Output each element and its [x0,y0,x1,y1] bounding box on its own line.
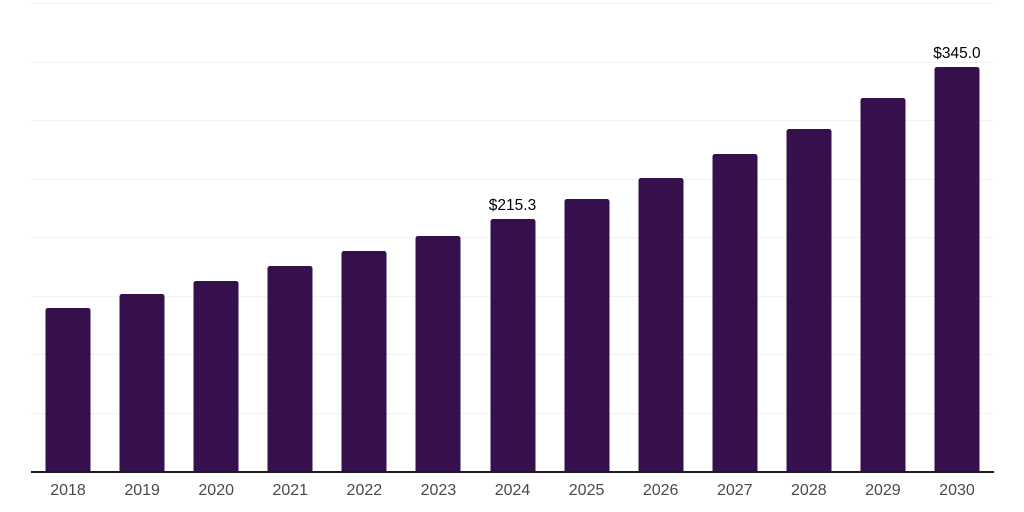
x-axis-labels: 2018 2019 2020 2021 2022 2023 2024 2025 2026 2027… [31,481,994,500]
bar-2023 [415,235,461,471]
bar-2018 [45,308,91,471]
x-tick-2019: 2019 [124,482,160,499]
plot-area: $215.3 $345.0 [31,3,994,473]
bar-2025 [564,199,610,471]
bar-label-2030: $345.0 [933,45,981,63]
bar-2024 [490,219,535,471]
bar-slot [550,3,624,471]
bar-2030 [934,67,980,471]
x-tick-2029: 2029 [865,482,901,499]
bar-2021 [267,266,313,471]
bar-2019 [119,294,165,471]
bar-2029 [860,97,906,471]
gridline [31,120,994,121]
x-tick-2023: 2023 [420,482,457,499]
bar-slot: $345.0 [920,3,994,471]
bar-slot [31,3,105,471]
bar-2027 [712,154,758,471]
bar-slot [846,3,920,471]
bar-slot: $215.3 [475,3,549,471]
gridline [31,61,994,63]
bar-slot [105,3,179,471]
gridline [31,3,994,4]
bar-2022 [341,251,387,471]
x-tick-2021: 2021 [272,482,309,499]
bar-slot [772,3,846,471]
x-tick-2022: 2022 [346,482,383,499]
bar-2028 [786,128,832,471]
bars-row: $215.3 $345.0 [31,3,994,471]
x-tick-2020: 2020 [198,482,234,499]
x-tick-2024: 2024 [494,482,531,499]
x-tick-2028: 2028 [791,482,827,499]
x-tick-2018: 2018 [50,482,86,499]
bar-slot [401,3,475,471]
x-tick-2025: 2025 [568,482,605,499]
x-tick-2027: 2027 [716,482,753,499]
bar-slot [624,3,698,471]
gridline [31,178,994,180]
bar-slot [253,3,327,471]
bar-2020 [193,281,239,471]
bar-slot [179,3,253,471]
bar-slot [698,3,772,471]
x-tick-2026: 2026 [642,482,679,499]
x-tick-2030: 2030 [939,482,975,499]
bar-slot [327,3,401,471]
bar-label-2024: $215.3 [488,197,537,215]
bar-2026 [638,178,684,471]
